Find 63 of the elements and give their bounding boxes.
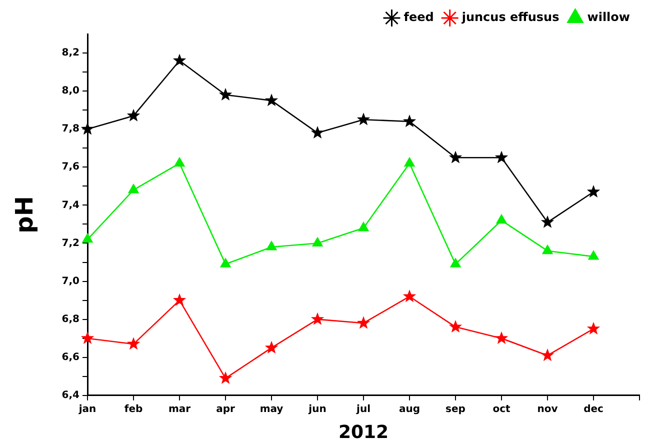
point xyxy=(588,186,600,197)
point xyxy=(220,372,232,384)
point xyxy=(220,258,231,268)
point xyxy=(266,342,278,353)
point xyxy=(82,234,93,243)
point xyxy=(266,241,277,250)
point xyxy=(450,320,462,332)
x-tick-label: jan xyxy=(78,404,96,415)
y-tick-label: 7,6 xyxy=(62,162,80,173)
point xyxy=(312,237,323,246)
x-tick-label: apr xyxy=(216,404,235,415)
y-tick-label: 6,6 xyxy=(62,352,80,363)
y-tick-label: 6,4 xyxy=(62,390,80,401)
point xyxy=(358,317,370,328)
point xyxy=(266,94,278,106)
point xyxy=(450,152,462,163)
point xyxy=(496,332,508,344)
point xyxy=(312,313,324,324)
point xyxy=(404,115,416,126)
x-tick-label: oct xyxy=(492,404,511,415)
point xyxy=(542,349,554,360)
point xyxy=(542,245,553,254)
x-tick-label: dec xyxy=(584,404,604,415)
y-tick-label: 7,4 xyxy=(62,200,80,211)
point xyxy=(588,322,600,334)
point xyxy=(128,338,140,349)
x-tick-label: may xyxy=(260,404,284,415)
x-tick-label: jul xyxy=(356,404,370,415)
point xyxy=(82,332,94,344)
y-tick-label: 8,2 xyxy=(62,48,80,59)
y-tick-label: 7,0 xyxy=(62,276,80,287)
point xyxy=(220,88,232,100)
y-tick-label: 7,2 xyxy=(62,238,80,249)
point xyxy=(542,216,554,228)
x-tick-label: mar xyxy=(168,404,191,415)
point xyxy=(450,258,461,268)
x-tick-label: nov xyxy=(537,404,558,415)
x-tick-label: aug xyxy=(398,404,420,415)
y-tick-label: 6,8 xyxy=(62,314,80,325)
legend-label: juncus effusus xyxy=(460,10,560,24)
y-axis-title: pH xyxy=(10,196,39,234)
point xyxy=(312,126,324,138)
point xyxy=(82,123,94,134)
point xyxy=(128,184,139,194)
x-tick-label: sep xyxy=(446,404,466,415)
point xyxy=(496,214,507,224)
point xyxy=(174,158,185,167)
y-tick-label: 7,8 xyxy=(62,124,80,135)
x-tick-label: feb xyxy=(124,404,143,415)
point xyxy=(174,294,186,306)
x-axis-title: 2012 xyxy=(338,422,389,443)
point xyxy=(496,152,508,163)
y-tick-label: 8,0 xyxy=(62,86,80,97)
point xyxy=(404,158,415,167)
point xyxy=(128,110,140,121)
point xyxy=(404,290,416,302)
legend-label: feed xyxy=(404,10,434,24)
point xyxy=(358,222,369,232)
point xyxy=(174,54,186,66)
legend-label: willow xyxy=(587,10,630,24)
point xyxy=(588,250,599,260)
point xyxy=(358,114,370,125)
x-tick-label: jun xyxy=(308,404,326,415)
